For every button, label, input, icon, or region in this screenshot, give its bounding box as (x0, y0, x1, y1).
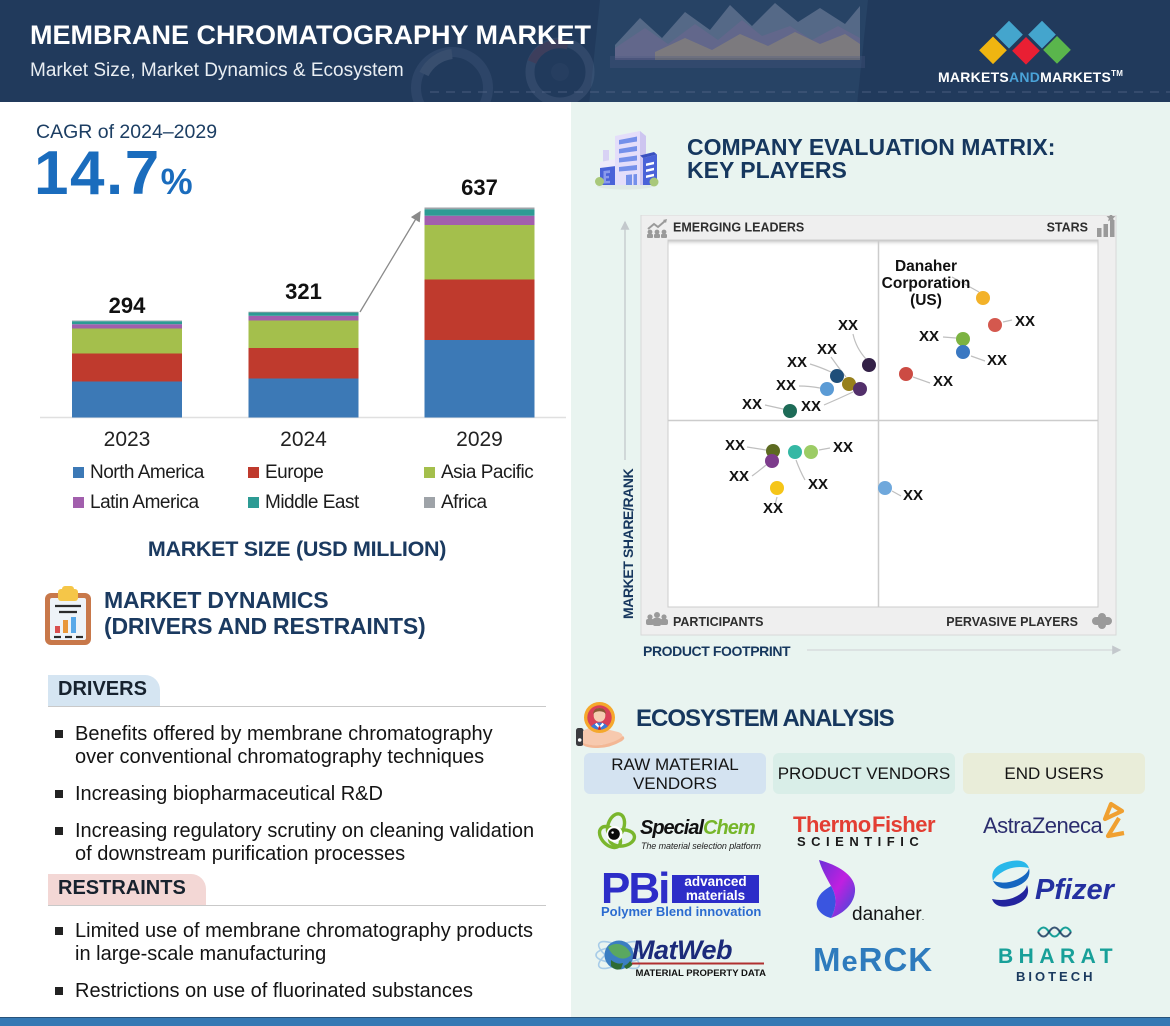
svg-text:PERVASIVE PLAYERS: PERVASIVE PLAYERS (946, 615, 1078, 629)
svg-text:XX: XX (838, 317, 858, 334)
svg-text:MARKET SHARE/RANK: MARKET SHARE/RANK (620, 468, 636, 619)
svg-text:2024: 2024 (280, 428, 327, 451)
svg-text:2029: 2029 (456, 428, 503, 451)
svg-text:XX: XX (776, 377, 796, 394)
svg-text:EMERGING LEADERS: EMERGING LEADERS (673, 221, 804, 235)
svg-text:MARKETSANDMARKETSTM: MARKETSANDMARKETSTM (938, 69, 1123, 85)
svg-text:XX: XX (933, 373, 953, 390)
svg-text:XX: XX (808, 476, 828, 493)
svg-text:PRODUCT FOOTPRINT: PRODUCT FOOTPRINT (643, 643, 791, 659)
svg-text:danaher.: danaher. (852, 904, 924, 924)
svg-text:XX: XX (919, 328, 939, 345)
svg-text:XX: XX (987, 352, 1007, 369)
svg-text:MatWeb: MatWeb (632, 935, 732, 965)
svg-text:Corporation: Corporation (882, 275, 971, 292)
svg-text:XX: XX (1015, 313, 1035, 330)
svg-text:(US): (US) (910, 292, 942, 309)
svg-text:XX: XX (763, 500, 783, 517)
svg-text:XX: XX (729, 468, 749, 485)
svg-text:637: 637 (461, 175, 498, 200)
svg-text:XX: XX (787, 354, 807, 371)
svg-text:PARTICIPANTS: PARTICIPANTS (673, 615, 764, 629)
svg-text:321: 321 (285, 279, 322, 304)
svg-text:294: 294 (109, 293, 146, 318)
svg-text:XX: XX (742, 396, 762, 413)
svg-text:Danaher: Danaher (895, 258, 957, 275)
svg-text:XX: XX (833, 439, 853, 456)
svg-text:MATERIAL PROPERTY DATA: MATERIAL PROPERTY DATA (635, 968, 766, 979)
svg-text:XX: XX (725, 437, 745, 454)
svg-text:STARS: STARS (1047, 221, 1088, 235)
svg-text:2023: 2023 (104, 428, 151, 451)
svg-text:Pfizer: Pfizer (1035, 874, 1116, 906)
svg-text:XX: XX (903, 487, 923, 504)
svg-text:XX: XX (817, 341, 837, 358)
svg-text:XX: XX (801, 398, 821, 415)
